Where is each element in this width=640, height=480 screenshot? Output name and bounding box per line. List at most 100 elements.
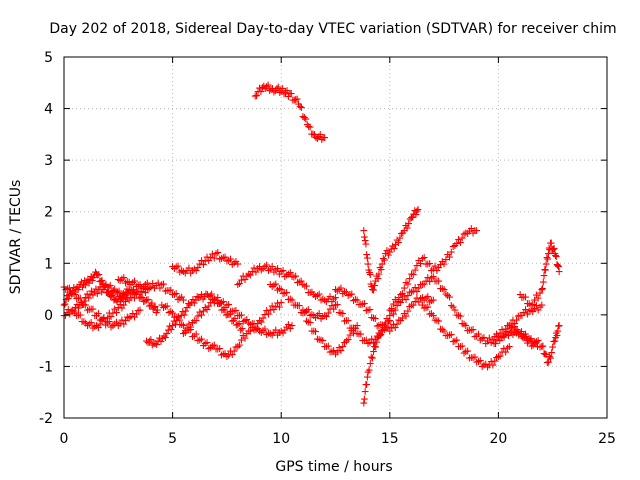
data-point-interp: + (117, 290, 125, 305)
data-point-interp: + (455, 340, 463, 355)
data-point-interp: + (232, 304, 240, 319)
data-point-interp: + (281, 286, 289, 301)
data-point: + (86, 288, 94, 303)
data-point-interp: + (254, 262, 262, 277)
data-point-interp: + (555, 259, 563, 274)
chart-title: Day 202 of 2018, Sidereal Day-to-day VTE… (49, 21, 616, 37)
data-point-interp: + (370, 311, 378, 326)
data-point-interp: + (170, 314, 178, 329)
data-point-interp: + (316, 127, 324, 142)
series-sat-u: +++++++++++++++++++++++++++++++++++++ (516, 236, 563, 313)
data-point-interp: + (129, 276, 137, 291)
data-point: + (386, 303, 394, 318)
data-point-interp: + (455, 308, 463, 323)
data-point-interp: + (127, 277, 135, 292)
data-point-interp: + (543, 355, 551, 370)
data-point: + (180, 293, 188, 308)
data-point-interp: + (174, 259, 182, 274)
data-point-interp: + (552, 331, 560, 346)
data-point-interp: + (289, 93, 297, 108)
data-point-interp: + (319, 130, 327, 145)
data-point-interp: + (317, 293, 325, 308)
data-point-interp: + (222, 308, 230, 323)
data-point-interp: + (413, 204, 421, 219)
data-point-interp: + (215, 296, 223, 311)
data-point-interp: + (218, 251, 226, 266)
data-point-interp: + (132, 280, 140, 295)
data-point-interp: + (79, 280, 87, 295)
data-point-interp: + (64, 292, 72, 307)
data-point-interp: + (207, 340, 215, 355)
data-point-interp: + (367, 277, 375, 292)
data-point-interp: + (417, 278, 425, 293)
data-point-interp: + (511, 317, 519, 332)
data-point-interp: + (368, 310, 376, 325)
data-point-interp: + (89, 271, 97, 286)
data-point: + (386, 314, 394, 329)
data-point: + (288, 293, 296, 308)
data-point-interp: + (254, 322, 262, 337)
series-sat-s: ++++++++++++++++++++++++++++++++++++++++… (440, 283, 546, 352)
data-point-interp: + (292, 298, 300, 313)
data-point-interp: + (108, 285, 116, 300)
data-point-interp: + (267, 82, 275, 97)
data-point-interp: + (232, 254, 240, 269)
data-point-interp: + (404, 304, 412, 319)
data-point-interp: + (178, 264, 186, 279)
data-point-interp: + (446, 290, 454, 305)
data-point: + (440, 283, 448, 298)
data-point-interp: + (541, 347, 549, 362)
data-point: + (121, 288, 129, 303)
x-tick-label: 0 (60, 431, 69, 447)
data-point: + (342, 334, 350, 349)
data-point-interp: + (118, 313, 126, 328)
data-point-interp: + (380, 322, 388, 337)
data-point-interp: + (415, 254, 423, 269)
data-point-interp: + (367, 350, 375, 365)
data-point-interp: + (76, 308, 84, 323)
x-tick-label: 5 (168, 431, 177, 447)
data-point-interp: + (550, 242, 558, 257)
data-point-interp: + (357, 327, 365, 342)
data-point-interp: + (376, 261, 384, 276)
data-point: + (342, 314, 350, 329)
data-point-interp: + (211, 292, 219, 307)
data-point-interp: + (179, 305, 187, 320)
data-point-interp: + (522, 327, 530, 342)
data-point-interp: + (350, 326, 358, 341)
data-point-interp: + (161, 330, 169, 345)
data-point-interp: + (254, 316, 262, 331)
data-point: + (429, 270, 437, 285)
data-point-interp: + (161, 300, 169, 315)
data-point-interp: + (281, 323, 289, 338)
data-point-interp: + (275, 282, 283, 297)
data-point-interp: + (466, 224, 474, 239)
data-point: + (234, 257, 242, 272)
data-point-interp: + (274, 328, 282, 343)
data-point: + (212, 246, 220, 261)
data-point-interp: + (491, 330, 499, 345)
data-point: + (73, 280, 81, 295)
data-point-interp: + (227, 307, 235, 322)
data-point-interp: + (464, 323, 472, 338)
data-point-interp: + (230, 304, 238, 319)
data-point: + (234, 339, 242, 354)
data-point-interp: + (426, 256, 434, 271)
data-point: + (312, 130, 320, 145)
data-point-interp: + (241, 331, 249, 346)
data-point-interp: + (129, 287, 137, 302)
data-point-interp: + (460, 346, 468, 361)
series-sat-o: ++++++++++++++++++++++++++++++++++++++++… (360, 203, 422, 298)
data-point-interp: + (351, 293, 359, 308)
data-point-interp: + (270, 278, 278, 293)
data-point: + (295, 97, 303, 112)
data-point: + (125, 311, 133, 326)
data-point-interp: + (275, 300, 283, 315)
data-point: + (473, 223, 481, 238)
y-tick-label: 5 (44, 50, 53, 66)
data-point: + (143, 334, 151, 349)
data-point-interp: + (532, 299, 540, 314)
data-point: + (114, 301, 122, 316)
data-point-interp: + (69, 283, 77, 298)
data-point: + (516, 288, 524, 303)
